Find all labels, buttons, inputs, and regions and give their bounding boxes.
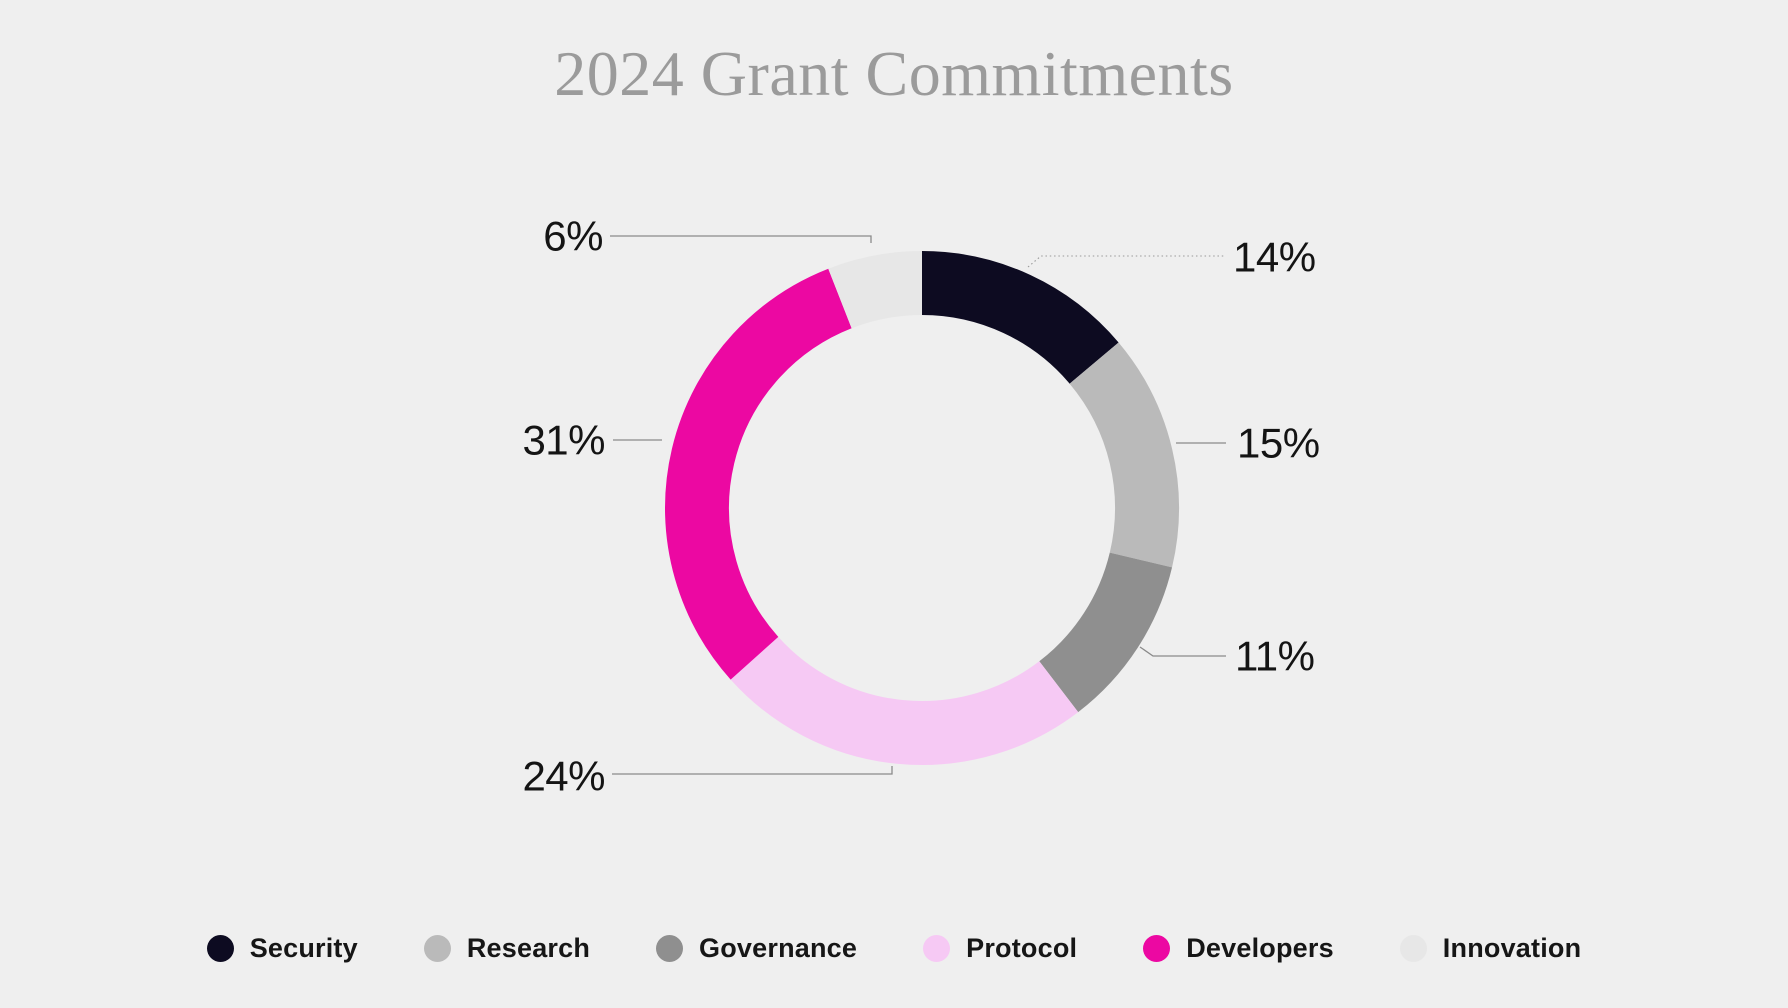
- legend-swatch-security: [206, 935, 234, 962]
- donut-slice-developers: [665, 268, 853, 680]
- leader-line-governance: [1139, 646, 1226, 657]
- legend-item-governance: Governance: [656, 933, 857, 964]
- legend-swatch-developers: [1143, 935, 1171, 962]
- legend-swatch-research: [423, 935, 451, 962]
- donut-slices-group: [665, 251, 1179, 765]
- donut-slice-innovation: [828, 251, 923, 329]
- slice-value-label-innovation: 6%: [543, 213, 603, 260]
- legend-item-protocol: Protocol: [923, 933, 1077, 964]
- leader-line-innovation: [610, 235, 872, 243]
- chart-legend: Security Research Governance Protocol Develo…: [0, 933, 1788, 964]
- legend-label-innovation: Innovation: [1442, 933, 1582, 963]
- donut-slice-research: [1069, 342, 1179, 568]
- slice-value-label-developers: 31%: [522, 417, 605, 464]
- legend-label-governance: Governance: [699, 933, 858, 963]
- legend-swatch-innovation: [1399, 935, 1427, 962]
- legend-label-developers: Developers: [1186, 933, 1334, 963]
- donut-slice-security: [921, 251, 1119, 385]
- legend-label-research: Research: [466, 933, 591, 963]
- slice-value-label-governance: 11%: [1235, 633, 1314, 680]
- leader-lines-group: [610, 235, 1226, 775]
- legend-item-developers: Developers: [1143, 933, 1334, 964]
- legend-item-innovation: Innovation: [1399, 933, 1582, 964]
- legend-item-security: Security: [206, 933, 358, 964]
- chart-title: 2024 Grant Commitments: [554, 38, 1234, 109]
- donut-slice-governance: [1038, 551, 1173, 713]
- legend-swatch-protocol: [923, 935, 951, 962]
- leader-line-protocol: [612, 766, 893, 775]
- legend-item-research: Research: [423, 933, 591, 964]
- slice-value-label-security: 14%: [1233, 234, 1316, 281]
- legend-label-security: Security: [249, 933, 358, 963]
- slice-labels-group: 14% 15% 11% 24% 31% 6%: [522, 213, 1320, 800]
- leader-line-security: [1027, 255, 1224, 268]
- legend-label-protocol: Protocol: [966, 933, 1078, 963]
- donut-slice-protocol: [730, 636, 1079, 765]
- slice-value-label-research: 15%: [1237, 420, 1320, 467]
- slice-value-label-protocol: 24%: [522, 753, 605, 800]
- legend-swatch-governance: [656, 935, 684, 962]
